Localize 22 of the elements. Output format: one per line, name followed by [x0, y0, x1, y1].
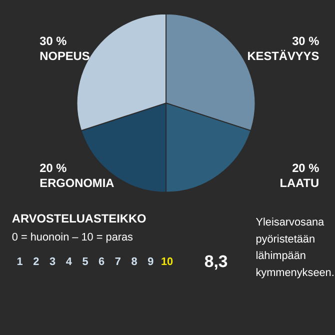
text: 9 [148, 256, 154, 268]
text: 0 = huonoin – 10 = paras [12, 231, 134, 244]
text: ARVOSTELUASTEIKKO [12, 212, 146, 226]
data-label: 30 % [292, 34, 320, 48]
slice-label: ERGONOMIA [40, 176, 115, 190]
text: 7 [114, 256, 121, 268]
text: 1 [16, 256, 23, 268]
data-label: 30 % [40, 34, 68, 48]
data-label: 20 % [292, 160, 320, 175]
data-label: 20 % [40, 160, 68, 175]
text: 3 [50, 256, 56, 268]
text: 8 [131, 256, 138, 268]
slice-label: NOPEUS [40, 48, 90, 63]
text: 8,3 [204, 252, 228, 272]
slice-label: KESTÄVYYS [247, 48, 320, 63]
text: 4 [66, 256, 72, 268]
text: 2 [33, 256, 40, 268]
text: 10 [160, 256, 174, 268]
slice-label: LAATU [280, 176, 320, 190]
text: Yleisarvosana pyöristetään lähimpään kymmenykseen. [256, 216, 334, 280]
text: 6 [98, 256, 105, 268]
text: 5 [82, 256, 88, 268]
